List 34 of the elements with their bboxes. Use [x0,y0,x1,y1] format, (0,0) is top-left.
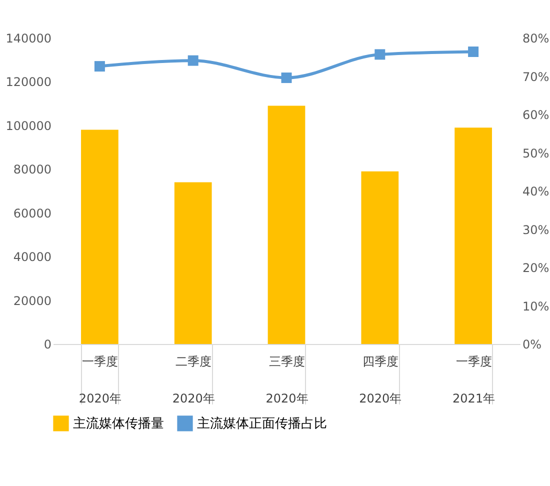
category-label: 四季度 2020年 [359,354,402,406]
category-label: 三季度 2020年 [266,354,308,406]
bar [454,128,492,344]
y-tick-label: 20000 [13,294,52,308]
y2-tick-label: 30% [522,222,550,237]
y2-tick-label: 0% [522,338,542,352]
point [188,55,198,66]
y2-tick-label: 60% [522,108,550,122]
legend-label: 主流媒体传播量 [73,415,164,432]
bar [268,106,306,344]
bar [81,130,118,344]
y-tick-label: 100000 [6,118,52,133]
y2-tick-label: 80% [522,32,550,46]
y-tick-label: 120000 [6,75,52,90]
y2-tick-label: 50% [522,146,550,160]
category-label: 一季度 2021年 [452,354,496,406]
legend-label: 主流媒体正面传播占比 [197,415,327,432]
point [281,72,292,84]
y-tick-label: 140000 [6,32,52,46]
y2-tick-label: 10% [522,299,550,314]
point [94,61,105,72]
y2-tick-label: 20% [522,261,550,275]
y-tick-label: 60000 [13,206,52,220]
y-tick-label: 80000 [13,162,52,177]
y-tick-label: 0 [44,338,52,352]
category-label: 二季度 2020年 [172,354,215,406]
bar [361,171,399,344]
point [374,49,386,60]
point [468,46,479,58]
bar [174,182,212,344]
y2-tick-label: 40% [522,184,550,198]
y2-tick-label: 70% [522,70,550,84]
y-tick-label: 40000 [13,250,52,264]
category-label: 一季度 2020年 [78,354,122,406]
